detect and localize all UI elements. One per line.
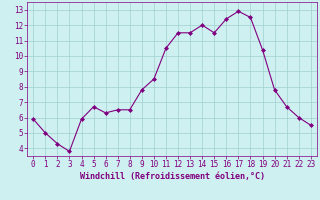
- X-axis label: Windchill (Refroidissement éolien,°C): Windchill (Refroidissement éolien,°C): [79, 172, 265, 181]
